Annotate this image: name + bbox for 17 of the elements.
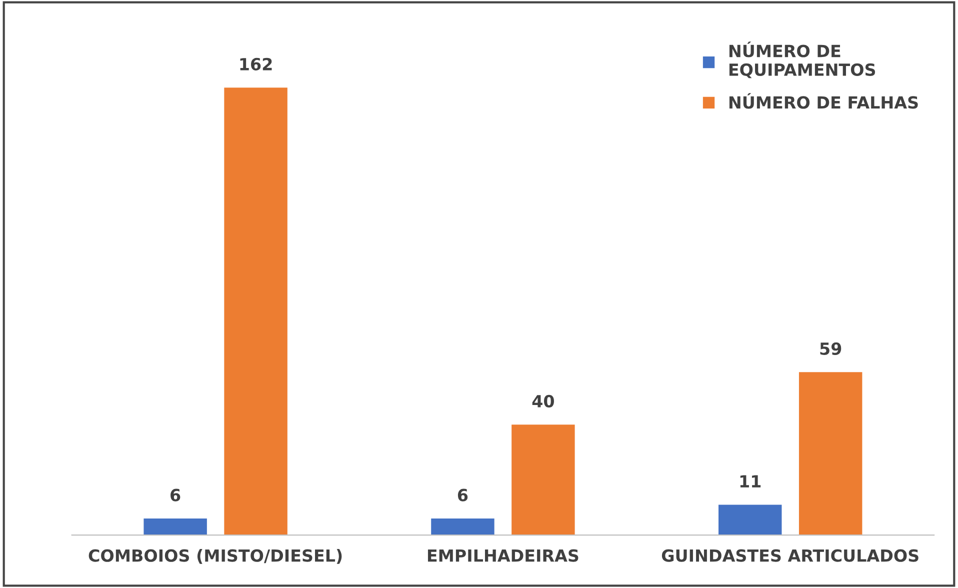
legend-label: NÚMERO DE FALHAS	[729, 93, 918, 109]
data-label: 162	[240, 58, 272, 70]
x-tick-label: COMBOIOS (MISTO/DIESEL)	[88, 548, 342, 564]
bar	[144, 518, 207, 536]
legend-label: NÚMERO DE EQUIPAMENTOS	[729, 42, 876, 78]
data-label: 40	[532, 394, 554, 408]
data-label: 6	[458, 488, 468, 502]
bar	[431, 518, 494, 536]
x-tick-label: EMPILHADEIRAS	[428, 549, 578, 562]
bar	[224, 88, 288, 536]
data-label: 6	[170, 488, 180, 502]
bar	[798, 372, 862, 536]
bar	[512, 424, 575, 536]
data-label: 59	[820, 342, 842, 355]
x-tick-label: GUINDASTES ARTICULADOS	[662, 549, 918, 562]
data-label: 11	[740, 475, 761, 488]
bar	[718, 504, 782, 536]
